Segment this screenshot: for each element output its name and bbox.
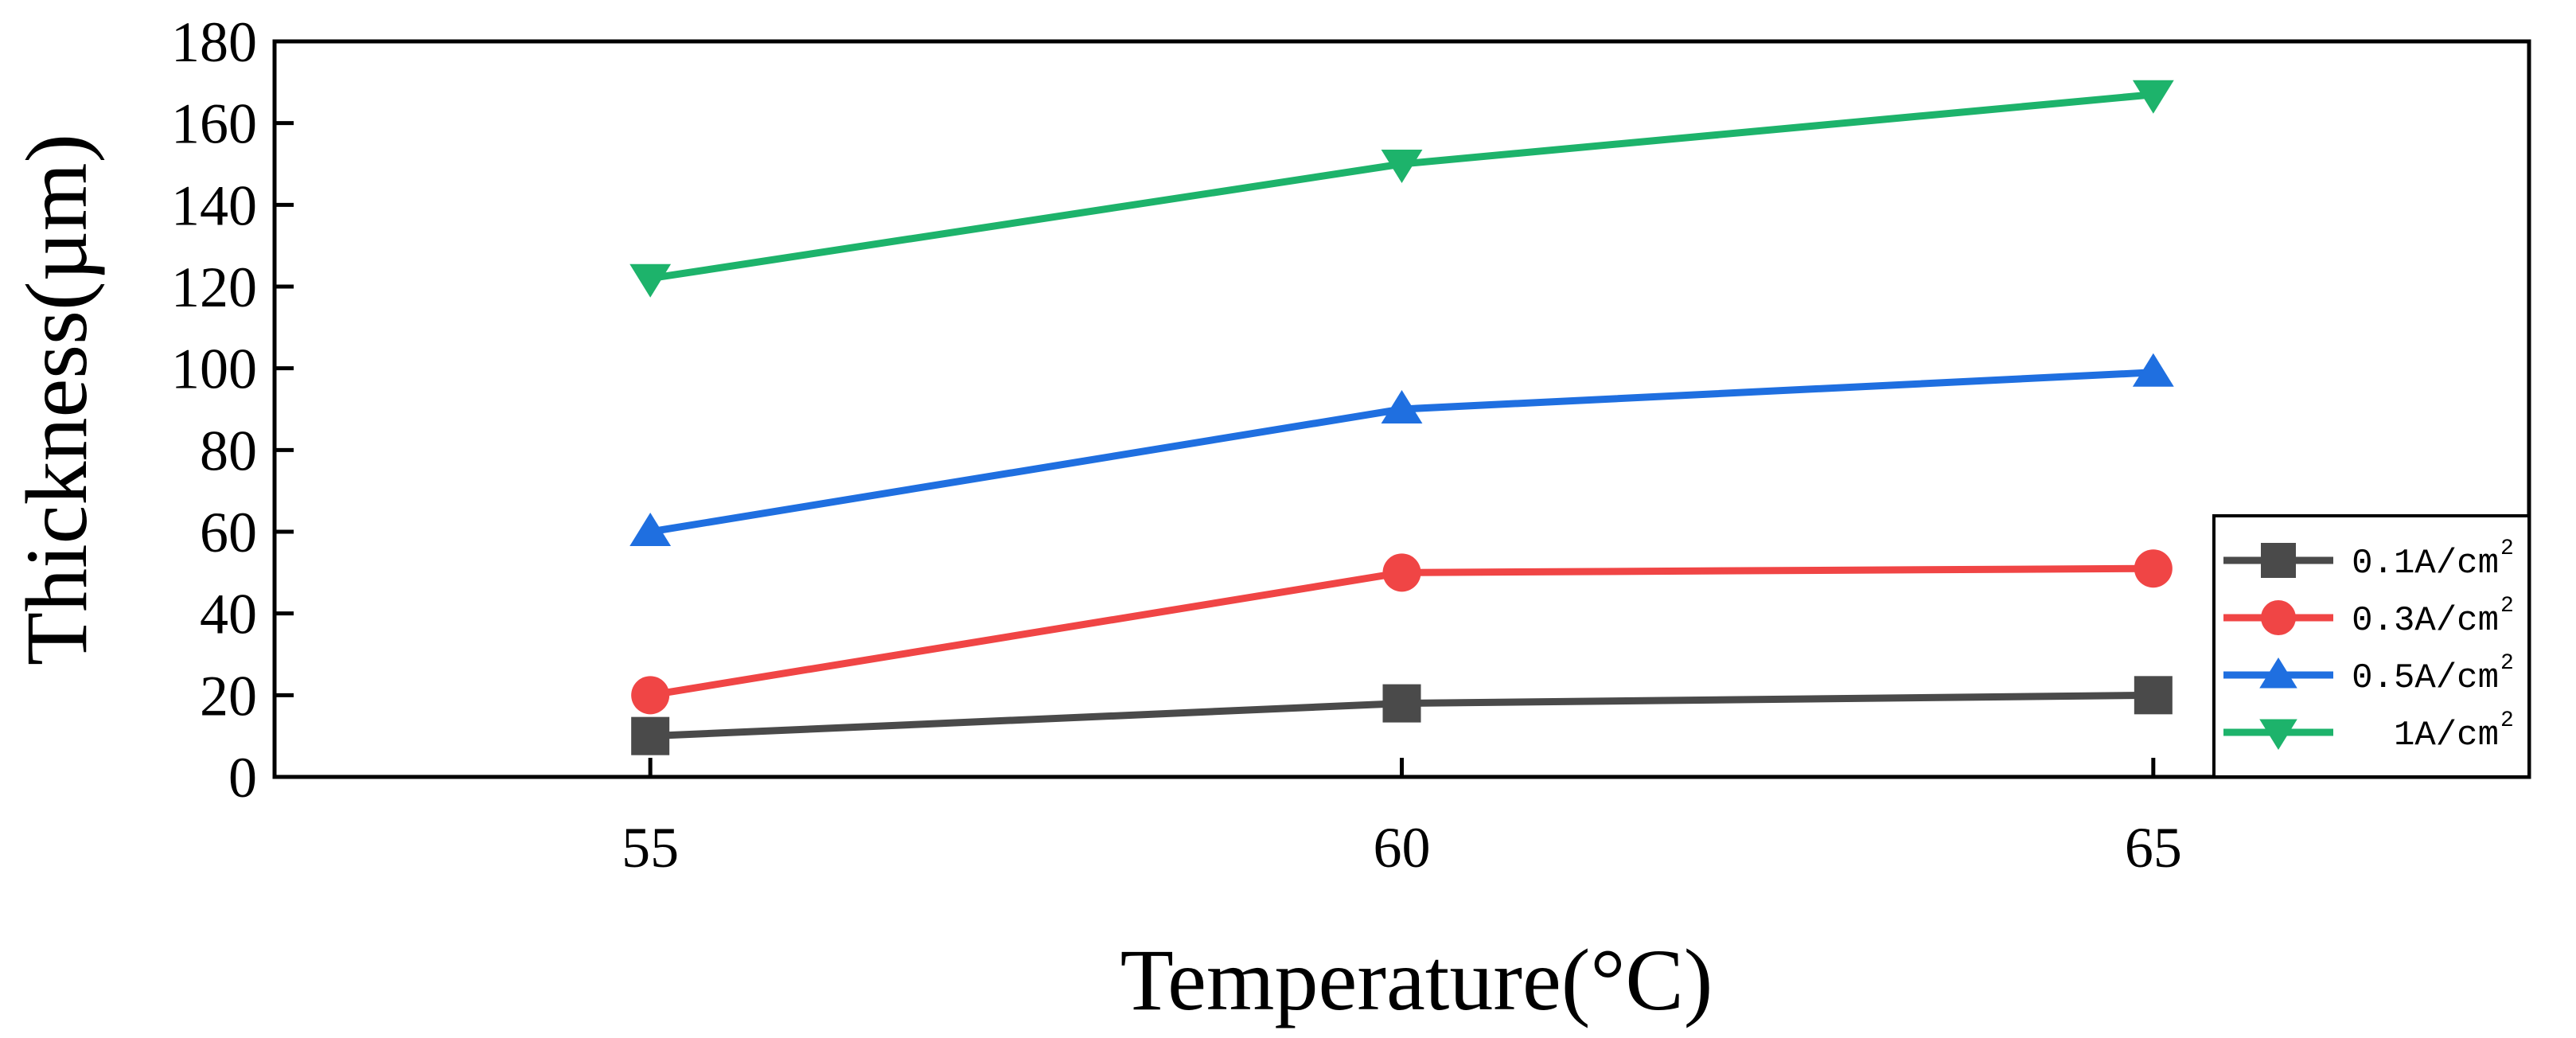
legend-label: 0.3A/cm (2352, 601, 2499, 641)
y-tick-label: 120 (171, 256, 257, 319)
data-point (1381, 390, 1423, 423)
legend-marker (2259, 719, 2297, 750)
legend-marker (2259, 658, 2297, 689)
legend-label: 0.5A/cm (2352, 658, 2499, 698)
data-point (629, 263, 672, 298)
legend-superscript: 2 (2500, 651, 2514, 676)
legend-label: 0.1A/cm (2352, 544, 2499, 583)
legend-superscript: 2 (2500, 594, 2514, 619)
legend-label: 1A/cm (2394, 716, 2499, 755)
data-point (2134, 676, 2173, 715)
legend-item: 0.1A/cm 2 (2223, 537, 2514, 583)
series-3 (629, 353, 2174, 546)
series-4 (629, 80, 2174, 298)
y-tick-label: 160 (171, 92, 257, 156)
y-tick-label: 180 (171, 10, 257, 74)
data-point (1382, 553, 1421, 592)
y-tick-label: 40 (200, 583, 257, 646)
y-tick-label: 0 (228, 746, 257, 810)
legend: 0.1A/cm 20.3A/cm 20.5A/cm 21A/cm 2 (2212, 514, 2531, 778)
data-point (1381, 150, 1423, 183)
y-tick-label: 20 (200, 664, 257, 728)
data-point (2132, 353, 2174, 387)
data-point (629, 513, 672, 546)
y-tick-label: 60 (200, 501, 257, 564)
legend-marker (2261, 600, 2296, 635)
legend-item: 0.5A/cm 2 (2223, 651, 2514, 698)
legend-item: 0.3A/cm 2 (2223, 594, 2514, 641)
axes: 0 20 40 60 80 100 120 140 160 180 55 60 65 (171, 10, 2531, 880)
x-axis-title: Temperature(°C) (1120, 931, 1713, 1028)
x-tick-label: 60 (1374, 816, 1431, 880)
data-point (631, 716, 670, 755)
legend-item: 1A/cm 2 (2223, 708, 2514, 755)
y-tick-label: 80 (200, 419, 257, 482)
x-tick-label: 65 (2125, 816, 2182, 880)
y-tick-label: 140 (171, 174, 257, 237)
data-point (631, 676, 670, 715)
legend-superscript: 2 (2500, 708, 2514, 733)
series-2 (631, 549, 2173, 715)
legend-marker (2261, 543, 2296, 578)
legend-superscript: 2 (2500, 537, 2514, 561)
data-point (2134, 549, 2173, 588)
series-1 (631, 676, 2173, 755)
y-axis-title: Thickness(µm) (8, 134, 105, 665)
y-tick-label: 100 (171, 338, 257, 401)
x-tick-label: 55 (622, 816, 679, 880)
data-point (1382, 684, 1421, 723)
data-point (2132, 80, 2174, 114)
series-layer (629, 80, 2174, 755)
